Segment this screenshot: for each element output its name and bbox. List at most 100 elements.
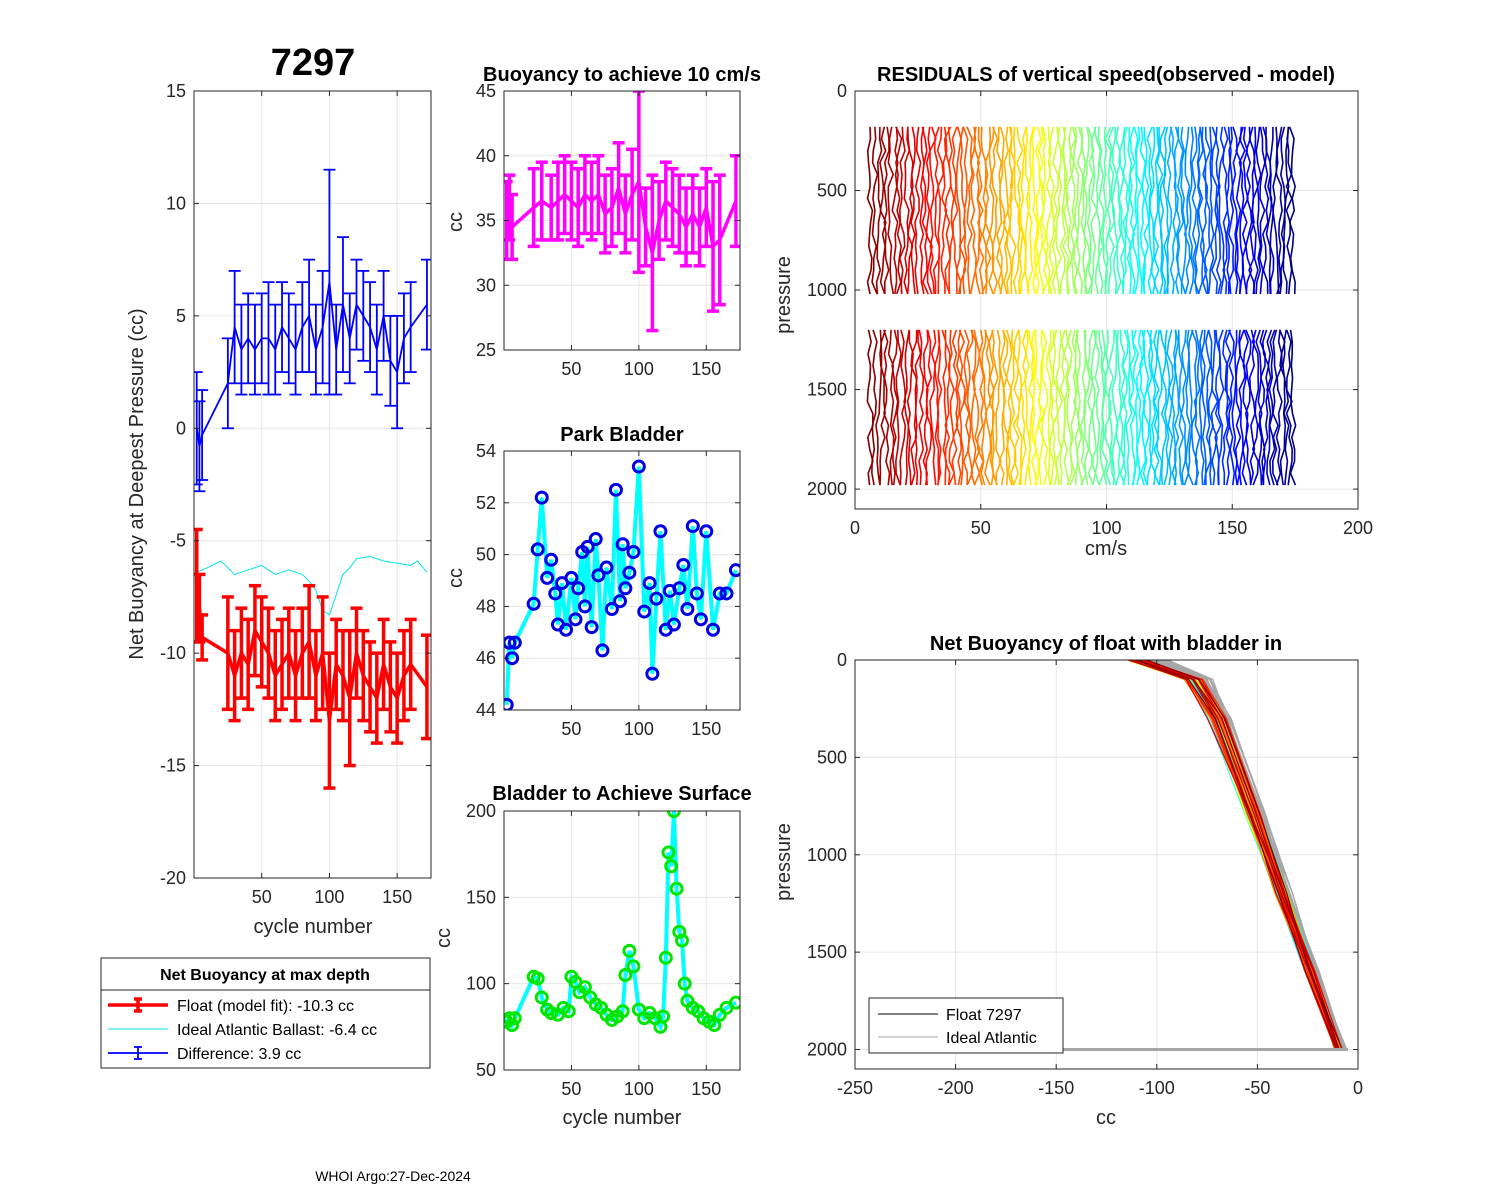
bladder-surface-xtick-label: 50 — [561, 1079, 581, 1099]
difference-line — [195, 281, 428, 447]
net-buoyancy-profile-ytick-label: 1000 — [807, 845, 847, 865]
residual-profile — [879, 126, 887, 295]
residual-profile — [1251, 126, 1259, 295]
residual-profile — [1045, 126, 1053, 295]
park-bladder-axes-box — [503, 450, 741, 711]
residual-profile — [1198, 329, 1205, 486]
park-bladder-point — [676, 557, 691, 572]
residual-profile — [1275, 126, 1283, 295]
bladder-surface-point — [530, 971, 545, 986]
residual-profile — [1139, 126, 1147, 295]
park-bladder-ytick-label: 48 — [476, 596, 496, 616]
buoyancy-10cms-xtick-label: 100 — [624, 359, 654, 379]
residual-profile — [1258, 126, 1266, 295]
bladder-surface-ytick-label: 150 — [466, 887, 496, 907]
park-bladder-point — [631, 459, 646, 474]
bladder-surface-point — [675, 933, 690, 948]
residual-profile — [1282, 126, 1290, 295]
residual-profile — [895, 329, 902, 486]
residual-profile — [1051, 126, 1060, 295]
legend-title: Net Buoyancy at max depth — [160, 967, 370, 984]
bladder-surface-point — [577, 980, 592, 995]
park-bladder-xtick-label: 150 — [691, 719, 721, 739]
residual-profile — [991, 126, 999, 295]
residual-profile — [1207, 126, 1215, 295]
bladder-surface-point — [626, 959, 641, 974]
bladder-surface-point — [561, 1004, 576, 1019]
net-buoyancy-profile-ytick-label: 2000 — [807, 1040, 847, 1060]
park-bladder-point — [637, 604, 652, 619]
float-profile-line — [1138, 660, 1340, 1050]
bladder-surface-ytick-label: 50 — [476, 1060, 496, 1080]
float-profile-line — [1137, 660, 1340, 1050]
net-buoyancy-xtick-label: 100 — [314, 887, 344, 907]
residual-profile — [976, 329, 985, 486]
bladder-surface-ytick-label: 100 — [466, 974, 496, 994]
residual-profile — [1225, 126, 1232, 295]
park-bladder-xtick-label: 50 — [561, 719, 581, 739]
park-bladder-chart: Park Bladder 50 100 150 44 46 48 50 52 54 cc — [445, 424, 741, 739]
residual-profile — [891, 329, 899, 486]
park-bladder-point — [595, 643, 610, 658]
residual-profile — [947, 126, 955, 295]
residual-profile — [1272, 329, 1279, 486]
residual-profile — [1102, 126, 1108, 295]
residual-profile — [1166, 126, 1173, 295]
residual-profile — [1062, 329, 1070, 486]
residual-profile — [1180, 126, 1187, 295]
residual-profile — [1262, 329, 1270, 486]
bladder-surface-chart: Bladder to Achieve Surface 50 100 150 50 100… — [433, 783, 752, 1129]
residuals-ytick-label: 2000 — [807, 479, 847, 499]
bladder-surface-ytick-label: 200 — [466, 801, 496, 821]
residual-profile — [936, 126, 945, 295]
bladder-surface-title: Bladder to Achieve Surface — [492, 783, 751, 805]
residual-profile — [1204, 126, 1212, 295]
residual-profile — [1034, 329, 1042, 486]
park-bladder-point — [608, 482, 623, 497]
net-buoyancy-profile-axes-box — [854, 659, 1359, 1070]
residual-profile — [1093, 126, 1102, 295]
residual-profile — [944, 329, 951, 486]
residual-profile — [1180, 329, 1187, 486]
residual-profile — [1072, 126, 1080, 295]
residual-profile — [951, 126, 959, 295]
residual-profile — [1016, 126, 1024, 295]
residual-profile — [899, 329, 907, 486]
residual-profile — [1241, 329, 1249, 486]
residual-profile — [1069, 126, 1077, 295]
residuals-series — [866, 126, 1297, 486]
residual-profile — [1104, 329, 1112, 486]
net-buoyancy-profile-xtick-label: -50 — [1244, 1078, 1270, 1098]
residual-profile — [1191, 126, 1198, 295]
park-bladder-series — [504, 459, 740, 710]
legend-label: Float (model fit): -10.3 cc — [177, 998, 354, 1015]
net-buoyancy-ytick-label: 10 — [166, 193, 186, 213]
park-bladder-point — [672, 581, 687, 596]
residual-profile — [1083, 329, 1091, 486]
profile-legend: Float 7297 Ideal Atlantic — [868, 997, 1064, 1054]
float-profile-line — [1146, 660, 1343, 1050]
residual-profile — [914, 126, 922, 295]
residual-profile — [1027, 329, 1035, 486]
bladder-surface-xtick-label: 150 — [691, 1079, 721, 1099]
residual-profile — [1221, 329, 1229, 486]
buoyancy-10cms-ylabel: cc — [445, 212, 467, 232]
bladder-surface-axes-box — [503, 810, 741, 1071]
residual-profile — [984, 329, 992, 486]
park-bladder-point — [507, 635, 522, 650]
net-buoyancy-profile-xtick-label: -250 — [837, 1078, 873, 1098]
residual-profile — [1076, 329, 1084, 486]
residual-profile — [1118, 126, 1126, 295]
residual-profile — [871, 329, 878, 486]
residual-profile — [1187, 329, 1194, 486]
bladder-surface-point — [666, 811, 681, 818]
residual-profile — [919, 126, 925, 295]
residual-profile — [1156, 329, 1163, 486]
legend-label: Difference: 3.9 cc — [177, 1046, 301, 1063]
net-buoyancy-profile-ytick-label: 1500 — [807, 942, 847, 962]
bladder-surface-point — [507, 1011, 522, 1026]
buoyancy-10cms-ytick-label: 35 — [476, 211, 496, 231]
residual-profile — [1135, 329, 1143, 486]
residual-profile — [1265, 126, 1273, 295]
residual-profile — [962, 329, 970, 486]
